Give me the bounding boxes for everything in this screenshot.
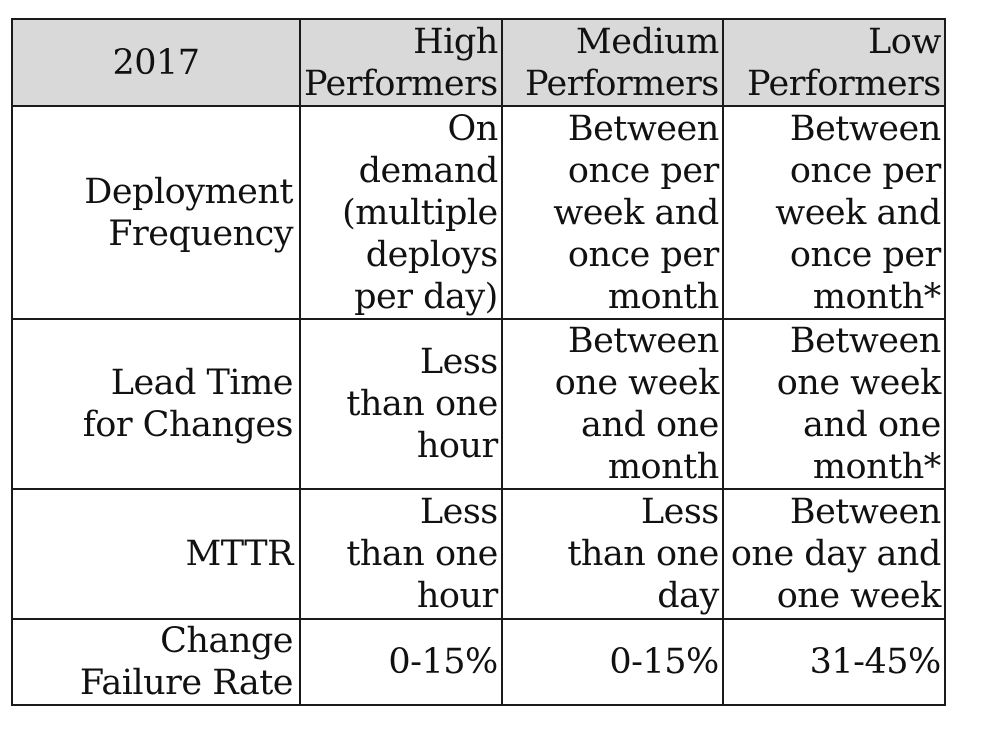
cell-failure-high: 0-15% [299, 618, 503, 706]
performance-metrics-table: 2017 High Performers Medium Performers L… [11, 18, 946, 706]
cell-failure-medium: 0-15% [500, 618, 724, 706]
cell-mttr-low: Between one day and one week [721, 488, 946, 620]
table-row: Lead Time for Changes Less than one hour… [11, 318, 946, 490]
row-label-deployment-frequency: Deployment Frequency [11, 105, 301, 320]
table-row: MTTR Less than one hour Less than one da… [11, 488, 946, 620]
cell-mttr-high: Less than one hour [299, 488, 503, 620]
cell-deployment-medium: Between once per week and once per month [500, 105, 724, 320]
table-row: Deployment Frequency On demand (multiple… [11, 105, 946, 320]
cell-leadtime-low: Between one week and one month* [721, 318, 946, 490]
table-row: Change Failure Rate 0-15% 0-15% 31-45% [11, 618, 946, 706]
cell-deployment-high: On demand (multiple deploys per day) [299, 105, 503, 320]
metrics-table-container: 2017 High Performers Medium Performers L… [11, 18, 946, 706]
cell-leadtime-medium: Between one week and one month [500, 318, 724, 490]
row-label-lead-time: Lead Time for Changes [11, 318, 301, 490]
cell-mttr-medium: Less than one day [500, 488, 724, 620]
table-header-row: 2017 High Performers Medium Performers L… [11, 18, 946, 107]
row-label-change-failure-rate: Change Failure Rate [11, 618, 301, 706]
row-label-mttr: MTTR [11, 488, 301, 620]
header-low-performers: Low Performers [721, 18, 946, 107]
header-medium-performers: Medium Performers [500, 18, 724, 107]
cell-leadtime-high: Less than one hour [299, 318, 503, 490]
header-high-performers: High Performers [299, 18, 503, 107]
cell-failure-low: 31-45% [721, 618, 946, 706]
header-year: 2017 [11, 18, 301, 107]
cell-deployment-low: Between once per week and once per month… [721, 105, 946, 320]
